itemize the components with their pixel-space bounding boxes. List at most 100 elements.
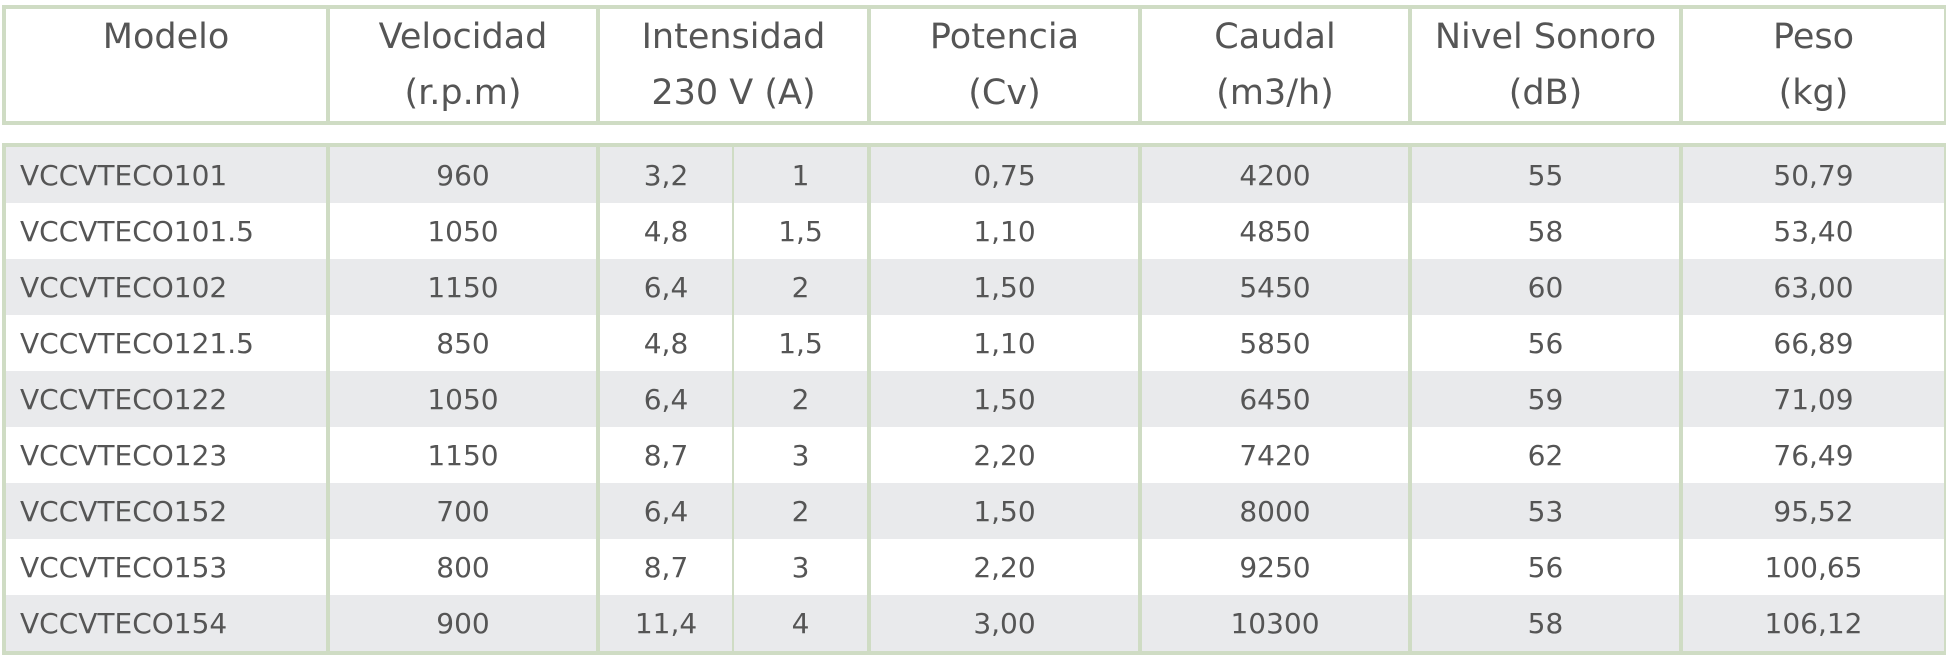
cell-potencia: 2,20 xyxy=(867,539,1142,595)
cell-modelo: VCCVTECO122 xyxy=(2,371,330,427)
cell-intensidad: 6,4 xyxy=(596,259,734,315)
cell-potencia: 0,75 xyxy=(867,143,1142,203)
header-caudal-unit: (m3/h) xyxy=(1216,73,1334,113)
header-peso: Peso (kg) xyxy=(1679,5,1946,125)
header-modelo-unit xyxy=(8,65,324,119)
cell-caudal: 9250 xyxy=(1138,539,1412,595)
table-row: VCCVTECO152 700 6,4 2 1,50 8000 53 95,52 xyxy=(2,483,1946,539)
header-velocidad: Velocidad (r.p.m) xyxy=(326,5,600,125)
cell-nivel-sonoro: 60 xyxy=(1408,259,1683,315)
header-velocidad-unit: (r.p.m) xyxy=(404,73,522,113)
cell-nivel-sonoro: 58 xyxy=(1408,595,1683,655)
header-nivel-sonoro: Nivel Sonoro (dB) xyxy=(1408,5,1683,125)
cell-caudal: 8000 xyxy=(1138,483,1412,539)
cell-nivel-sonoro: 62 xyxy=(1408,427,1683,483)
table-row: VCCVTECO101.5 1050 4,8 1,5 1,10 4850 58 53,40 xyxy=(2,203,1946,259)
table-row: VCCVTECO154 900 11,4 4 3,00 10300 58 106,12 xyxy=(2,595,1946,655)
table-row: VCCVTECO101 960 3,2 1 0,75 4200 55 50,79 xyxy=(2,143,1946,203)
cell-intensidad: 6,4 xyxy=(596,371,734,427)
header-intensidad: Intensidad 230 V (A) xyxy=(596,5,871,125)
cell-intensidad-fase: 2 xyxy=(732,371,871,427)
cell-peso: 76,49 xyxy=(1679,427,1946,483)
cell-velocidad: 960 xyxy=(326,143,600,203)
cell-nivel-sonoro: 53 xyxy=(1408,483,1683,539)
cell-caudal: 7420 xyxy=(1138,427,1412,483)
cell-peso: 66,89 xyxy=(1679,315,1946,371)
cell-intensidad-fase: 4 xyxy=(732,595,871,655)
header-caudal-label: Caudal xyxy=(1214,17,1336,57)
cell-potencia: 1,50 xyxy=(867,259,1142,315)
table-rows: VCCVTECO101 960 3,2 1 0,75 4200 55 50,79 VCCVTEC… xyxy=(2,143,1946,655)
cell-intensidad: 11,4 xyxy=(596,595,734,655)
cell-velocidad: 700 xyxy=(326,483,600,539)
header-peso-unit: (kg) xyxy=(1778,73,1849,113)
cell-nivel-sonoro: 56 xyxy=(1408,315,1683,371)
cell-intensidad-fase: 2 xyxy=(732,259,871,315)
cell-modelo: VCCVTECO153 xyxy=(2,539,330,595)
cell-caudal: 10300 xyxy=(1138,595,1412,655)
cell-modelo: VCCVTECO101.5 xyxy=(2,203,330,259)
cell-modelo: VCCVTECO152 xyxy=(2,483,330,539)
cell-nivel-sonoro: 55 xyxy=(1408,143,1683,203)
table-row: VCCVTECO102 1150 6,4 2 1,50 5450 60 63,00 xyxy=(2,259,1946,315)
cell-caudal: 4200 xyxy=(1138,143,1412,203)
cell-nivel-sonoro: 59 xyxy=(1408,371,1683,427)
cell-peso: 106,12 xyxy=(1679,595,1946,655)
cell-intensidad-fase: 1,5 xyxy=(732,315,871,371)
cell-intensidad-fase: 1 xyxy=(732,143,871,203)
cell-potencia: 1,50 xyxy=(867,371,1142,427)
header-intensidad-label: Intensidad xyxy=(641,17,826,57)
table-body: VCCVTECO101 960 3,2 1 0,75 4200 55 50,79 VCCVTEC… xyxy=(2,143,1946,655)
cell-nivel-sonoro: 56 xyxy=(1408,539,1683,595)
cell-nivel-sonoro: 58 xyxy=(1408,203,1683,259)
table-row: VCCVTECO121.5 850 4,8 1,5 1,10 5850 56 66,89 xyxy=(2,315,1946,371)
table-row: VCCVTECO123 1150 8,7 3 2,20 7420 62 76,49 xyxy=(2,427,1946,483)
cell-intensidad: 8,7 xyxy=(596,539,734,595)
header-potencia: Potencia (Cv) xyxy=(867,5,1142,125)
cell-peso: 95,52 xyxy=(1679,483,1946,539)
cell-caudal: 5450 xyxy=(1138,259,1412,315)
cell-velocidad: 850 xyxy=(326,315,600,371)
table-header: Modelo Velocidad (r.p.m) Intensidad 230 … xyxy=(2,5,1946,125)
cell-peso: 100,65 xyxy=(1679,539,1946,595)
header-potencia-unit: (Cv) xyxy=(968,73,1041,113)
header-nivel-sonoro-label: Nivel Sonoro xyxy=(1434,17,1657,57)
cell-peso: 53,40 xyxy=(1679,203,1946,259)
cell-peso: 63,00 xyxy=(1679,259,1946,315)
cell-intensidad-fase: 2 xyxy=(732,483,871,539)
table-row: VCCVTECO153 800 8,7 3 2,20 9250 56 100,65 xyxy=(2,539,1946,595)
header-velocidad-label: Velocidad xyxy=(378,17,548,57)
header-caudal: Caudal (m3/h) xyxy=(1138,5,1412,125)
cell-velocidad: 1050 xyxy=(326,371,600,427)
cell-velocidad: 1150 xyxy=(326,259,600,315)
header-potencia-label: Potencia xyxy=(929,17,1080,57)
cell-potencia: 3,00 xyxy=(867,595,1142,655)
cell-caudal: 6450 xyxy=(1138,371,1412,427)
cell-potencia: 1,50 xyxy=(867,483,1142,539)
table-row: VCCVTECO122 1050 6,4 2 1,50 6450 59 71,09 xyxy=(2,371,1946,427)
cell-modelo: VCCVTECO154 xyxy=(2,595,330,655)
cell-intensidad: 4,8 xyxy=(596,315,734,371)
cell-velocidad: 900 xyxy=(326,595,600,655)
cell-modelo: VCCVTECO101 xyxy=(2,143,330,203)
cell-modelo: VCCVTECO121.5 xyxy=(2,315,330,371)
cell-potencia: 2,20 xyxy=(867,427,1142,483)
cell-velocidad: 1150 xyxy=(326,427,600,483)
cell-modelo: VCCVTECO102 xyxy=(2,259,330,315)
header-peso-label: Peso xyxy=(1772,17,1855,57)
header-intensidad-unit: 230 V (A) xyxy=(651,73,816,113)
cell-intensidad: 4,8 xyxy=(596,203,734,259)
cell-intensidad-fase: 3 xyxy=(732,427,871,483)
cell-velocidad: 800 xyxy=(326,539,600,595)
header-modelo-label: Modelo xyxy=(102,17,230,57)
cell-peso: 71,09 xyxy=(1679,371,1946,427)
cell-potencia: 1,10 xyxy=(867,203,1142,259)
cell-velocidad: 1050 xyxy=(326,203,600,259)
cell-caudal: 5850 xyxy=(1138,315,1412,371)
cell-peso: 50,79 xyxy=(1679,143,1946,203)
cell-intensidad-fase: 3 xyxy=(732,539,871,595)
cell-intensidad-fase: 1,5 xyxy=(732,203,871,259)
cell-caudal: 4850 xyxy=(1138,203,1412,259)
cell-intensidad: 6,4 xyxy=(596,483,734,539)
